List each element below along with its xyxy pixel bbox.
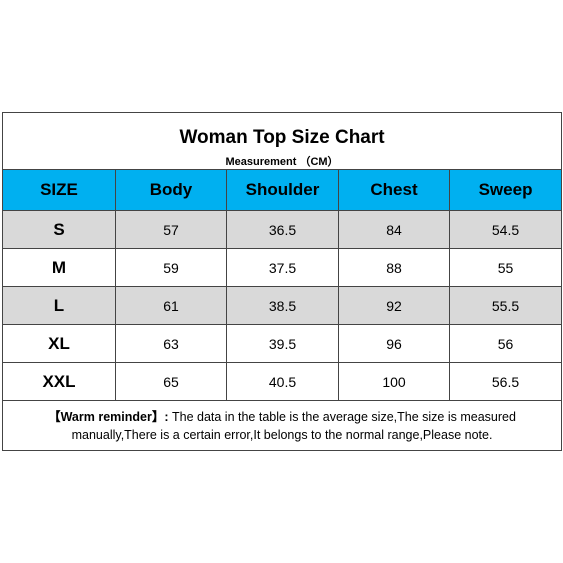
- cell: 55.5: [448, 286, 563, 325]
- note-label: 【Warm reminder】:: [48, 409, 169, 424]
- cell: 38.5: [226, 286, 339, 325]
- header-row: SIZE Body Shoulder Chest Sweep: [2, 169, 563, 211]
- cell: 56.5: [448, 362, 563, 401]
- cell: 84: [338, 210, 450, 249]
- subtitle: Measurement （CM）: [1, 153, 563, 170]
- cell: 100: [338, 362, 450, 401]
- table-row: M 59 37.5 88 55: [2, 248, 563, 287]
- cell: M: [2, 248, 116, 287]
- cell: S: [2, 210, 116, 249]
- cell: 37.5: [226, 248, 339, 287]
- column-header: Body: [115, 169, 227, 211]
- cell: 96: [338, 324, 450, 363]
- table-body: S 57 36.5 84 54.5 M 59 37.5 88 55 L 61 38.5 92 55.5 XL 6…: [2, 210, 563, 401]
- cell: 61: [115, 286, 227, 325]
- column-header: SIZE: [2, 169, 116, 211]
- cell: 55: [448, 248, 563, 287]
- cell: 56: [448, 324, 563, 363]
- cell: 59: [115, 248, 227, 287]
- cell: 54.5: [448, 210, 563, 249]
- cell: 57: [115, 210, 227, 249]
- size-table: Woman Top Size Chart Measurement （CM） SI…: [1, 112, 563, 451]
- table-row: XXL 65 40.5 100 56.5: [2, 362, 563, 401]
- cell: L: [2, 286, 116, 325]
- cell: 92: [338, 286, 450, 325]
- table-row: L 61 38.5 92 55.5: [2, 286, 563, 325]
- table-row: S 57 36.5 84 54.5: [2, 210, 563, 249]
- note-text: The data in the table is the average siz…: [71, 409, 516, 442]
- cell: XXL: [2, 362, 116, 401]
- column-header: Sweep: [448, 169, 563, 211]
- cell: 36.5: [226, 210, 339, 249]
- cell: 88: [338, 248, 450, 287]
- cell: XL: [2, 324, 116, 363]
- cell: 40.5: [226, 362, 339, 401]
- cell: 65: [115, 362, 227, 401]
- cell: 63: [115, 324, 227, 363]
- table-row: XL 63 39.5 96 56: [2, 324, 563, 363]
- column-header: Chest: [338, 169, 450, 211]
- cell: 39.5: [226, 324, 339, 363]
- note: 【Warm reminder】: The data in the table i…: [1, 400, 563, 451]
- title: Woman Top Size Chart: [1, 112, 563, 153]
- size-chart: Woman Top Size Chart Measurement （CM） SI…: [1, 112, 563, 451]
- column-header: Shoulder: [226, 169, 339, 211]
